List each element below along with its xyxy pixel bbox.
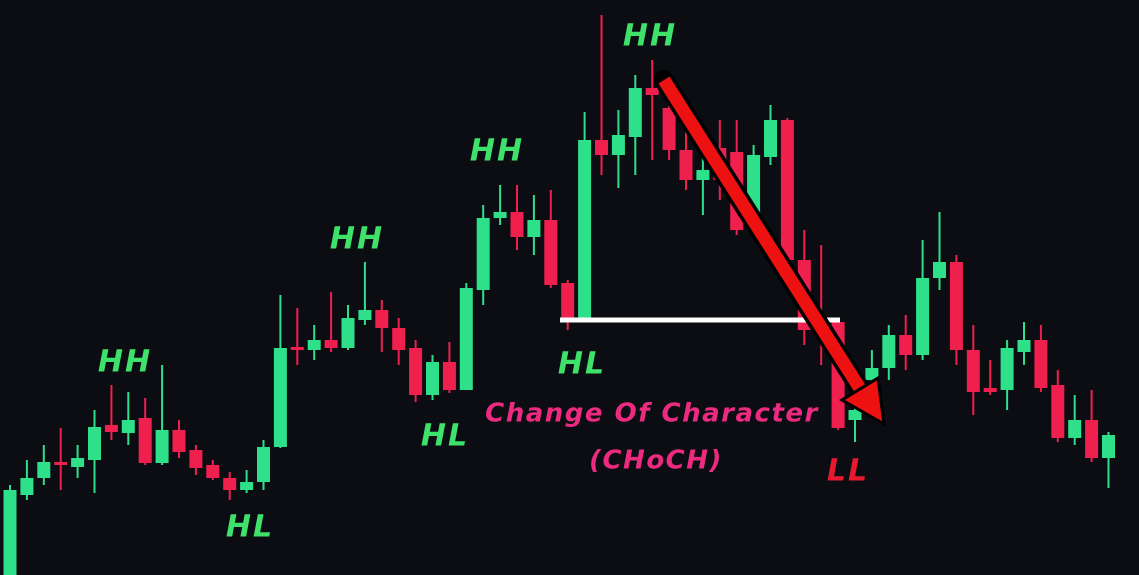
candle-body (1102, 435, 1115, 458)
candle-body (324, 340, 338, 348)
candle-body (679, 150, 693, 180)
candle-body (358, 310, 372, 320)
candle-body (3, 490, 17, 575)
candle-body (899, 335, 913, 355)
candle-body (375, 310, 389, 328)
candle-body (426, 362, 439, 395)
candle-body (1085, 420, 1099, 458)
candle-body (510, 212, 524, 237)
candle-body (764, 120, 777, 157)
candle-body (983, 388, 997, 392)
candle-body (155, 430, 169, 463)
candle-body (611, 135, 625, 155)
candle-body (257, 447, 270, 482)
candle-body (578, 140, 592, 318)
candle-body (20, 478, 34, 495)
arrow (654, 70, 886, 427)
annotation: HH (470, 134, 524, 169)
candle-body (662, 108, 676, 150)
candle-body (206, 465, 220, 478)
candle-body (88, 427, 101, 460)
annotation: LL (827, 454, 869, 489)
candle-body (104, 425, 118, 432)
candle-body (37, 462, 51, 478)
candle-body (544, 220, 558, 285)
candle-body (493, 212, 507, 218)
candle-body (273, 348, 287, 447)
annotation: HH (330, 222, 384, 257)
annotation: HL (226, 510, 274, 545)
candle-body (916, 278, 930, 355)
candle-body (138, 418, 152, 463)
candle-body (561, 283, 575, 318)
candle-body (409, 348, 423, 395)
candle-body (595, 140, 608, 155)
candle-body (223, 478, 237, 490)
arrow-shaft (658, 76, 872, 402)
arrow-head (839, 375, 886, 427)
candle-body (628, 88, 642, 137)
annotation: HL (421, 419, 469, 454)
annotation: (CHoCH) (589, 446, 723, 476)
candle-body (476, 218, 490, 290)
candle-body (240, 482, 254, 490)
candle-body (71, 458, 85, 467)
candle-body (933, 262, 946, 278)
candle-body (1051, 385, 1065, 438)
candle-body (882, 335, 896, 368)
candle-body (1017, 340, 1031, 352)
candle-body (459, 288, 473, 390)
candle-body (780, 120, 794, 260)
candle-body (949, 262, 963, 350)
candle-body (54, 462, 68, 465)
candle-body (1034, 340, 1048, 388)
annotation: HH (623, 19, 677, 54)
candle-body (442, 362, 456, 390)
candle-body (1068, 420, 1082, 438)
candle-body (527, 220, 541, 237)
candle-body (696, 170, 710, 180)
candle-body (966, 350, 980, 392)
candle-body (392, 328, 406, 350)
candle-body (848, 410, 862, 420)
candle-body (865, 368, 879, 380)
annotation: HL (558, 347, 606, 382)
annotation: Change Of Character (485, 399, 819, 429)
candle-body (172, 430, 186, 452)
annotation: HH (98, 345, 152, 380)
annotations: HH HL HH HL HH HL HH Change Of Character (CHoCH)… (98, 19, 869, 545)
candle-body (290, 347, 304, 350)
candle-body (307, 340, 321, 350)
candle-body (1000, 348, 1014, 390)
candle-body (341, 318, 355, 348)
candle-body (121, 420, 135, 433)
candle-body (645, 88, 659, 95)
candle-body (189, 450, 203, 468)
